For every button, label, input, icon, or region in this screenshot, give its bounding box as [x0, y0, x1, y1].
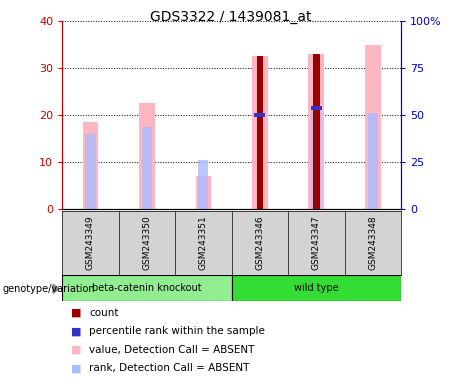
- Text: ■: ■: [71, 363, 82, 373]
- Text: count: count: [89, 308, 118, 318]
- Bar: [85, 134, 95, 209]
- Bar: [195, 176, 211, 209]
- Text: ■: ■: [71, 345, 82, 355]
- Text: genotype/variation: genotype/variation: [2, 284, 95, 294]
- Bar: [198, 160, 208, 209]
- Bar: [308, 54, 324, 209]
- Bar: [139, 103, 155, 209]
- Text: value, Detection Call = ABSENT: value, Detection Call = ABSENT: [89, 345, 254, 355]
- Bar: [313, 54, 320, 209]
- Bar: [254, 113, 266, 117]
- Text: wild type: wild type: [294, 283, 339, 293]
- Text: rank, Detection Call = ABSENT: rank, Detection Call = ABSENT: [89, 363, 249, 373]
- Text: percentile rank within the sample: percentile rank within the sample: [89, 326, 265, 336]
- Bar: [368, 113, 378, 209]
- Text: GSM243350: GSM243350: [142, 215, 152, 270]
- Text: ■: ■: [71, 308, 82, 318]
- Text: GSM243349: GSM243349: [86, 215, 95, 270]
- Bar: [365, 45, 381, 209]
- Text: GSM243346: GSM243346: [255, 215, 265, 270]
- Text: ■: ■: [71, 326, 82, 336]
- Text: GSM243348: GSM243348: [368, 215, 378, 270]
- Bar: [231, 275, 401, 301]
- Text: GSM243347: GSM243347: [312, 215, 321, 270]
- Polygon shape: [53, 284, 59, 293]
- Bar: [62, 275, 231, 301]
- Bar: [83, 122, 98, 209]
- Text: beta-catenin knockout: beta-catenin knockout: [92, 283, 202, 293]
- Text: GDS3322 / 1439081_at: GDS3322 / 1439081_at: [150, 10, 311, 23]
- Bar: [252, 56, 268, 209]
- Bar: [311, 111, 321, 209]
- Text: GSM243351: GSM243351: [199, 215, 208, 270]
- Bar: [311, 106, 322, 110]
- Bar: [142, 127, 152, 209]
- Bar: [256, 56, 263, 209]
